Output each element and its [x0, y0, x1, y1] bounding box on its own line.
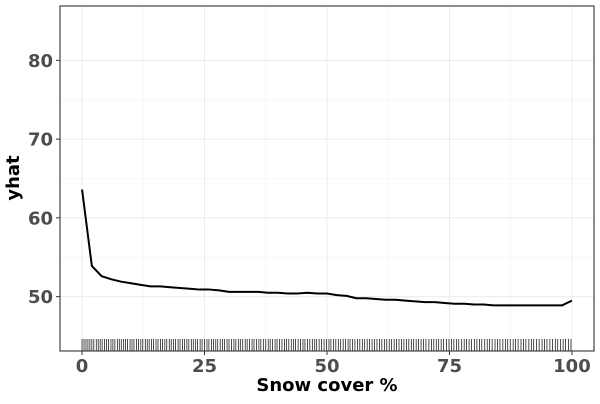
series-line-0: [81, 189, 573, 307]
y-tick-label: 50: [28, 287, 53, 308]
rug-layer: [81, 339, 572, 351]
y-tick-label: 80: [28, 51, 53, 72]
axis-layer: 0 25 50 75 100 50 60 70 80: [28, 51, 591, 377]
y-tick-label: 70: [28, 130, 53, 151]
x-axis-title: Snow cover %: [256, 375, 397, 396]
grid-layer: [60, 6, 594, 351]
x-tick-label: 75: [437, 356, 462, 377]
y-axis-title: yhat: [3, 155, 24, 201]
x-tick-label: 25: [192, 356, 217, 377]
x-tick-label: 50: [314, 356, 339, 377]
y-tick-label: 60: [28, 208, 53, 229]
x-tick-label: 0: [76, 356, 89, 377]
line-layer: [81, 189, 573, 307]
x-tick-label: 100: [553, 356, 591, 377]
